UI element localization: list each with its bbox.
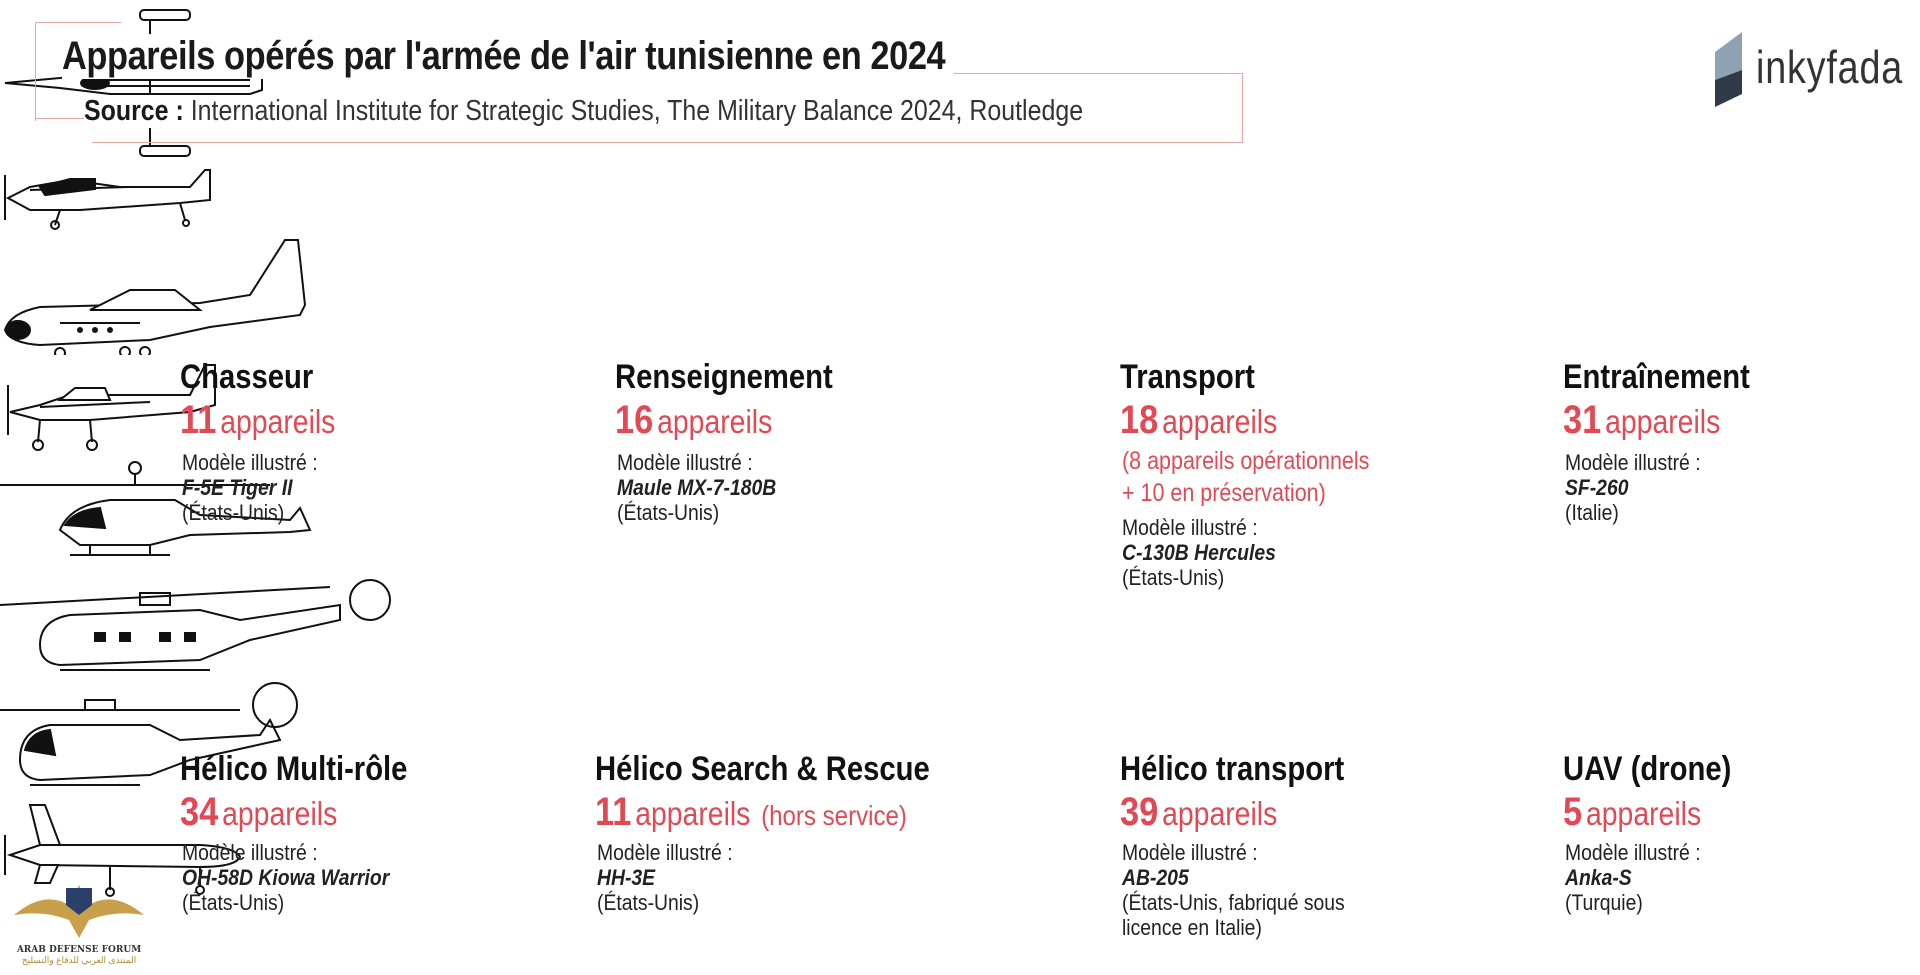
source-line: Source : International Institute for Str… [84,95,1090,128]
category-title: Hélico transport [1120,750,1345,788]
count-line: 5 appareils [1563,790,1701,835]
model-prefix: Modèle illustré : [1565,840,1701,865]
count-line: 39 appareils [1120,790,1277,835]
count-unit: appareils [1162,403,1278,440]
light-plane-icon [4,169,211,230]
inkyfada-logo-icon [1715,32,1742,107]
model-block: Modèle illustré : F-5E Tiger II (États-U… [182,450,318,525]
model-origin: (Italie) [1565,500,1619,525]
count-line: 11 appareils (hors service) [595,790,907,835]
count-note-line-2: + 10 en préservation) [1122,479,1326,507]
forum-name-arabic: المنتدى العربي للدفاع والتسليح [21,955,137,965]
forum-name: ARAB DEFENSE FORUM [16,945,142,955]
count-unit: appareils [1605,403,1721,440]
header-frame-left [35,22,121,121]
model-name: OH-58D Kiowa Warrior [182,865,390,890]
count-value: 16 [615,398,654,442]
header-frame-divider [35,118,85,119]
category-title: Transport [1120,358,1255,396]
count-unit: appareils [1162,795,1278,832]
rescue-helicopter-icon [0,579,391,671]
count-line: 31 appareils [1563,398,1720,443]
category-title: Chasseur [180,358,314,396]
model-prefix: Modèle illustré : [1565,450,1701,475]
model-name: C-130B Hercules [1122,540,1276,565]
count-unit: appareils [220,403,336,440]
model-prefix: Modèle illustré : [1122,515,1258,540]
model-prefix: Modèle illustré : [1122,840,1258,865]
model-origin: (États-Unis) [182,890,285,915]
model-block: Modèle illustré : AB-205 (États-Unis, fa… [1122,840,1345,940]
category-title: Entraînement [1563,358,1750,396]
category-title: Renseignement [615,358,833,396]
count-unit: appareils [222,795,338,832]
model-name: AB-205 [1122,865,1189,890]
card-helico-multi-role: Hélico Multi-rôle 34 appareils Modèle il… [0,460,1920,915]
model-origin: (États-Unis) [597,890,700,915]
card-transport: Transport 18 appareils (8 appareils opér… [0,235,1920,590]
count-line: 34 appareils [180,790,337,835]
model-name: SF-260 [1565,475,1629,500]
brand-logo[interactable]: inkyfada [1712,32,1902,107]
count-value: 5 [1563,790,1583,834]
count-value: 34 [180,790,219,834]
count-unit: appareils [657,403,773,440]
card-helico-transport: Hélico transport 39 appareils Modèle ill… [0,680,1920,940]
count-note-line-1: (8 appareils opérationnels [1122,447,1370,475]
model-name: Anka-S [1565,865,1632,890]
count-value: 11 [595,790,632,834]
model-block: Modèle illustré : OH-58D Kiowa Warrior (… [182,840,389,915]
source-text: International Institute for Strategic St… [190,95,1084,127]
model-block: Modèle illustré : Maule MX-7-180B (États… [617,450,776,525]
model-origin: (Turquie) [1565,890,1643,915]
source-label: Source : [84,95,184,127]
eagle-shield-icon [14,885,144,938]
utility-helicopter-icon [0,682,298,786]
forum-watermark: ARAB DEFENSE FORUM المنتدى العربي للدفاع… [14,870,144,970]
model-block: Modèle illustré : SF-260 (Italie) [1565,450,1701,525]
page-title: Appareils opérés par l'armée de l'air tu… [62,34,954,79]
card-renseignement: Renseignement 16 appareils Modèle illust… [0,165,1920,525]
model-prefix: Modèle illustré : [182,840,318,865]
model-prefix: Modèle illustré : [182,450,318,475]
card-uav-drone: UAV (drone) 5 appareils Modèle illustré … [0,750,1920,915]
model-name: F-5E Tiger II [182,475,293,500]
model-origin: (États-Unis) [1122,565,1225,590]
model-origin-line-1: (États-Unis, fabriqué sous [1122,890,1345,915]
model-prefix: Modèle illustré : [597,840,733,865]
model-origin: (États-Unis) [182,500,285,525]
count-note: (8 appareils opérationnels + 10 en prése… [1122,445,1369,509]
model-name: HH-3E [597,865,656,890]
count-value: 11 [180,398,217,442]
count-line: 18 appareils [1120,398,1277,443]
model-block: Modèle illustré : Anka-S (Turquie) [1565,840,1701,915]
count-value: 31 [1563,398,1602,442]
category-title: Hélico Search & Rescue [595,750,930,788]
card-entrainement: Entraînement 31 appareils Modèle illustr… [0,358,1920,525]
brand-name: inkyfada [1756,41,1904,93]
model-block: Modèle illustré : HH-3E (États-Unis) [597,840,733,915]
count-unit: appareils [635,795,751,832]
count-extra: (hors service) [761,800,907,831]
count-value: 39 [1120,790,1159,834]
model-origin-line-2: licence en Italie) [1122,915,1262,940]
category-title: UAV (drone) [1563,750,1732,788]
count-value: 18 [1120,398,1159,442]
scout-helicopter-icon [0,461,312,556]
model-block: Modèle illustré : C-130B Hercules (États… [1122,515,1276,590]
count-line: 11 appareils [180,398,335,443]
count-line: 16 appareils [615,398,772,443]
drone-icon [4,804,242,897]
model-origin: (États-Unis) [617,500,720,525]
card-helico-search-rescue: Hélico Search & Rescue 11 appareils (hor… [0,565,1920,915]
trainer-plane-icon [7,364,216,451]
model-name: Maule MX-7-180B [617,475,777,500]
cargo-plane-icon [3,239,307,359]
category-title: Hélico Multi-rôle [180,750,408,788]
model-prefix: Modèle illustré : [617,450,753,475]
count-unit: appareils [1585,795,1702,832]
